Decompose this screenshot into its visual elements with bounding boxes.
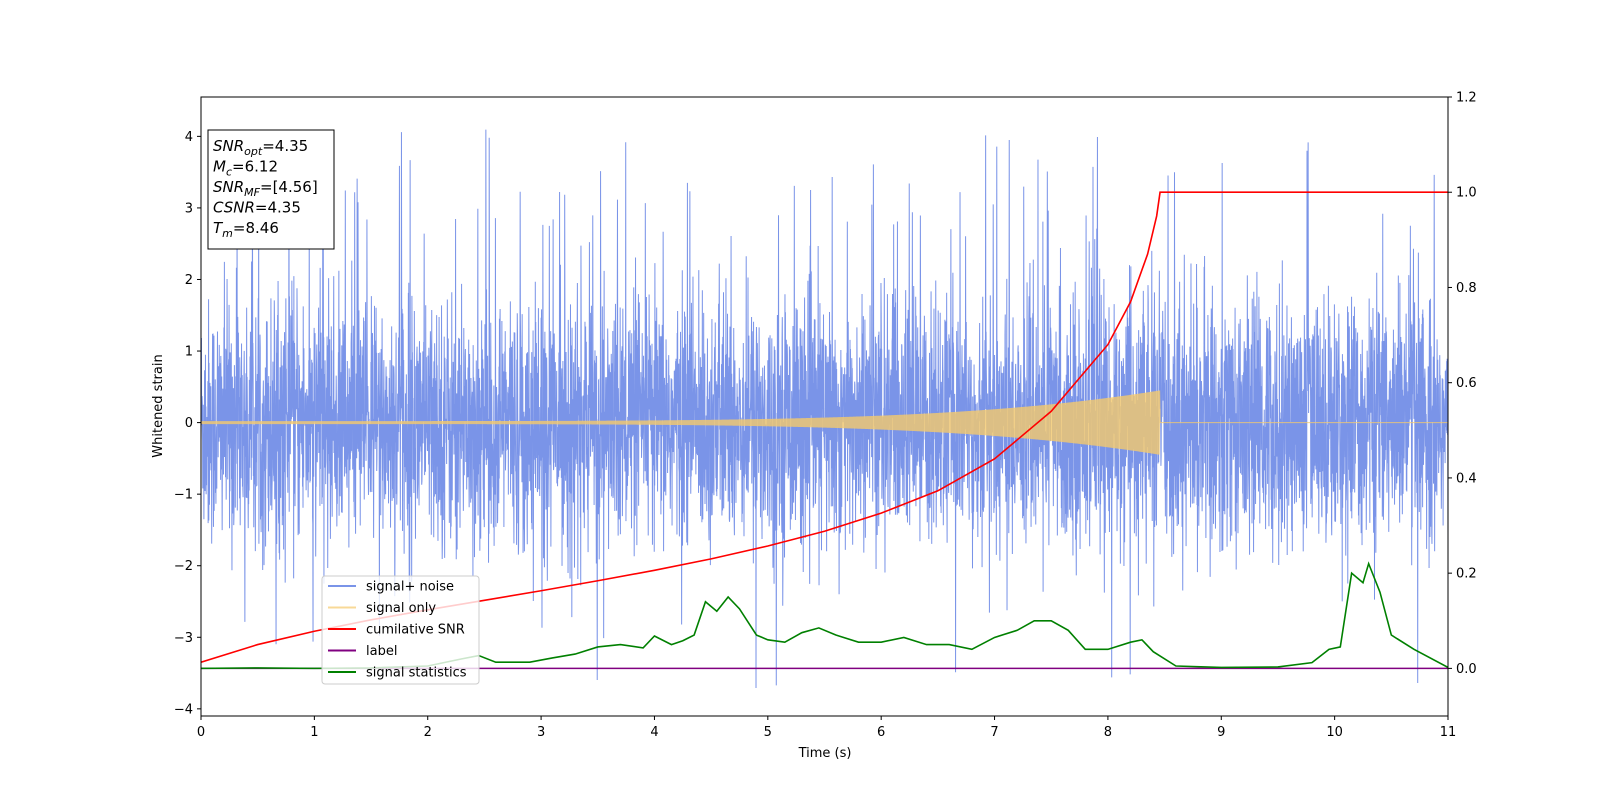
annotation-subscript: c — [226, 166, 232, 179]
left-y-tick-label: 1 — [185, 345, 193, 360]
annotation-line: Tm=8.46 — [213, 219, 279, 240]
annotation-value: =4.35 — [255, 199, 301, 217]
right-y-tick-label: 0.6 — [1456, 376, 1477, 391]
annotation-value: =4.35 — [262, 137, 308, 155]
x-axis: 0 1 2 3 4 5 6 7 8 9 10 11 — [197, 716, 1456, 740]
legend-label: signal statistics — [366, 666, 467, 681]
left-y-tick-label: −2 — [174, 559, 193, 574]
annotation-line: CSNR=4.35 — [213, 199, 301, 217]
right-y-tick-label: 0.2 — [1456, 567, 1477, 582]
annotation-symbol: T — [213, 219, 224, 237]
annotation-frame — [207, 129, 335, 250]
annotation-value: =8.46 — [233, 219, 279, 237]
right-y-tick-label: 1.0 — [1456, 186, 1477, 201]
x-tick-label: 2 — [424, 725, 432, 740]
x-tick-label: 6 — [877, 725, 885, 740]
x-tick-label: 5 — [764, 725, 772, 740]
right-y-tick-label: 0.4 — [1456, 471, 1477, 486]
right-y-tick-label: 0.8 — [1456, 281, 1477, 296]
legend-label: signal+ noise — [366, 580, 454, 595]
legend-label: signal only — [366, 601, 436, 616]
left-y-tick-label: 0 — [185, 416, 193, 431]
annotation-symbol: SNR — [213, 178, 244, 196]
x-tick-label: 1 — [310, 725, 318, 740]
annotation-symbol: SNR — [213, 137, 244, 155]
series-line-signal-only — [201, 390, 1448, 455]
left-y-tick-label: 2 — [185, 273, 193, 288]
left-y-tick-label: −1 — [174, 488, 193, 503]
x-tick-label: 0 — [197, 725, 205, 740]
annotation-value: =[4.56] — [260, 178, 318, 196]
annotation-subscript: opt — [244, 145, 263, 158]
x-tick-label: 7 — [990, 725, 998, 740]
plot-frame — [200, 96, 1449, 717]
annotation-symbol: M — [213, 158, 226, 176]
series-line-signal-noise — [201, 129, 1448, 688]
left-y-tick-label: 4 — [185, 130, 193, 145]
annotation-subscript: m — [222, 227, 233, 240]
series-line-signal-statistics — [201, 561, 1448, 670]
annotation-line: SNRopt=4.35 — [213, 137, 308, 158]
left-y-tick-label: 3 — [185, 201, 193, 216]
y-axis-label: Whitened strain — [151, 354, 166, 457]
metrics-annotation-box: SNRopt=4.35Mc=6.12SNRMF=[4.56]CSNR=4.35T… — [207, 129, 335, 250]
right-y-tick-label: 1.2 — [1456, 91, 1477, 106]
x-tick-label: 4 — [650, 725, 658, 740]
left-y-tick-label: −3 — [174, 631, 193, 646]
x-tick-label: 3 — [537, 725, 545, 740]
legend-label: label — [366, 644, 397, 659]
left-y-axis: −4 −3 −2 −1 0 1 2 3 4 — [174, 130, 201, 717]
right-y-axis: 0.0 0.2 0.4 0.6 0.8 1.0 1.2 — [1448, 91, 1477, 677]
x-tick-label: 10 — [1326, 725, 1343, 740]
x-tick-label: 8 — [1104, 725, 1112, 740]
x-axis-label: Time (s) — [798, 746, 852, 761]
legend-frame — [321, 575, 480, 685]
annotation-value: =6.12 — [232, 158, 278, 176]
legend: signal+ noise signal only cumilative SNR la… — [321, 575, 480, 685]
annotation-subscript: MF — [244, 186, 260, 199]
x-tick-label: 9 — [1217, 725, 1225, 740]
annotation-symbol: CSNR — [213, 199, 255, 217]
right-y-tick-label: 0.0 — [1456, 662, 1477, 677]
annotation-line: SNRMF=[4.56] — [213, 178, 318, 199]
legend-label: cumilative SNR — [366, 623, 465, 638]
annotation-line: Mc=6.12 — [213, 158, 278, 179]
x-tick-label: 11 — [1440, 725, 1457, 740]
left-y-tick-label: −4 — [174, 702, 193, 717]
